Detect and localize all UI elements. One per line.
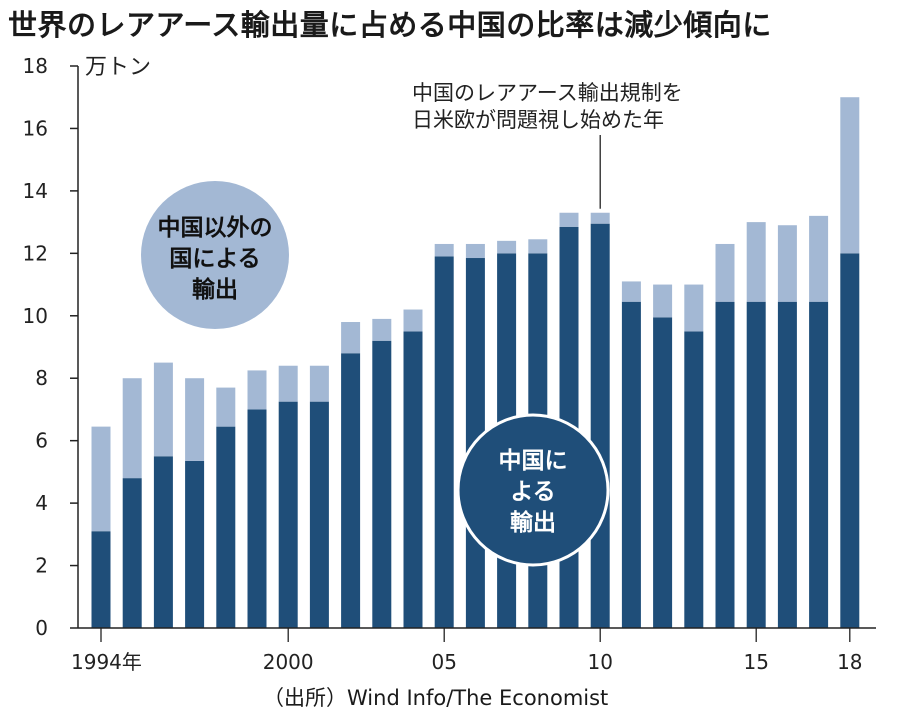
y-tick-label: 0 (35, 616, 48, 640)
legend-label-other: 中国以外の (158, 214, 273, 241)
bar-other-2002 (341, 322, 361, 354)
bar-other-2011 (621, 281, 641, 302)
x-axis: 1994年 2000 05 10 15 18 (71, 627, 876, 674)
bar-other-2005 (434, 243, 454, 257)
unit-label: 万トン (85, 55, 151, 80)
bar-china-2004 (403, 331, 423, 628)
bar-china-2011 (621, 301, 641, 628)
bar-china-2010 (590, 223, 610, 628)
y-tick-label: 12 (23, 241, 48, 265)
bar-china-2013 (684, 331, 704, 628)
bar-china-2001 (309, 401, 329, 628)
bar-other-1995 (122, 378, 142, 479)
bar-other-2006 (465, 243, 485, 259)
bar-china-2018 (840, 253, 860, 629)
y-tick-label: 8 (35, 366, 48, 390)
bar-china-1994 (91, 531, 111, 628)
bar-china-2017 (809, 301, 829, 628)
y-tick-label: 4 (35, 491, 48, 515)
bar-other-2015 (746, 222, 766, 302)
bar-other-2012 (653, 284, 673, 318)
legend-label-china: 輸出 (510, 509, 556, 536)
bar-other-1997 (185, 378, 205, 461)
bar-other-2014 (715, 243, 735, 302)
y-tick-label: 18 (23, 54, 48, 78)
bar-other-2010 (590, 212, 610, 224)
bar-other-2007 (497, 240, 517, 254)
y-tick-label: 6 (35, 429, 48, 453)
bar-other-2003 (372, 318, 392, 341)
y-tick-label: 10 (23, 304, 48, 328)
bar-china-2016 (777, 301, 797, 628)
bar-china-2003 (372, 340, 392, 628)
legend-label-other: 国による (169, 246, 260, 272)
y-tick-label: 14 (23, 179, 48, 203)
bar-other-2016 (777, 225, 797, 302)
source-note: （出所）Wind Info/The Economist (263, 686, 609, 710)
bar-china-2000 (278, 401, 298, 628)
legend-label-china: よる (510, 479, 555, 505)
bar-china-1995 (122, 478, 142, 628)
bar-china-1997 (185, 460, 205, 628)
bars (91, 97, 860, 629)
x-tick-label: 10 (587, 650, 612, 674)
legend-circle-china (456, 413, 610, 567)
bar-other-1994 (91, 426, 111, 532)
bar-other-1998 (216, 387, 236, 427)
bar-other-2017 (809, 215, 829, 302)
legend-label-other: 輸出 (192, 276, 238, 303)
bar-other-2000 (278, 365, 298, 402)
annotation-text: 日米欧が問題視し始めた年 (412, 108, 664, 132)
bar-other-1999 (247, 370, 267, 410)
bar-china-2005 (434, 256, 454, 628)
annotation-text: 中国のレアアース輸出規制を (412, 81, 683, 105)
bar-other-2004 (403, 309, 423, 332)
bar-china-1996 (153, 456, 173, 628)
x-tick-label: 2000 (263, 650, 314, 674)
bar-other-2009 (559, 212, 579, 227)
y-tick-label: 2 (35, 554, 48, 578)
x-tick-label: 15 (743, 650, 768, 674)
y-tick-label: 16 (23, 116, 48, 140)
y-axis: 0 2 4 6 8 10 12 14 16 18 万トン (23, 54, 151, 640)
bar-other-1996 (153, 362, 173, 457)
bar-china-1999 (247, 409, 267, 628)
bar-other-2018 (840, 97, 860, 254)
bar-china-2002 (341, 353, 361, 628)
annotations: 中国以外の国による輸出中国による輸出中国のレアアース輸出規制を日米欧が問題視し始… (141, 81, 683, 567)
bar-other-2008 (528, 239, 548, 254)
x-tick-label: 05 (431, 650, 456, 674)
bar-china-2015 (746, 301, 766, 628)
x-tick-label: 18 (837, 650, 862, 674)
bar-other-2013 (684, 284, 704, 332)
bar-china-2012 (653, 317, 673, 628)
bar-china-1998 (216, 426, 236, 628)
chart-title: 世界のレアアース輸出量に占める中国の比率は減少傾向に (8, 8, 772, 42)
bar-china-2014 (715, 301, 735, 628)
legend-label-china: 中国に (499, 448, 568, 474)
bar-other-2001 (309, 365, 329, 402)
legend-circle-other (141, 181, 289, 329)
x-tick-label: 1994年 (71, 650, 142, 674)
